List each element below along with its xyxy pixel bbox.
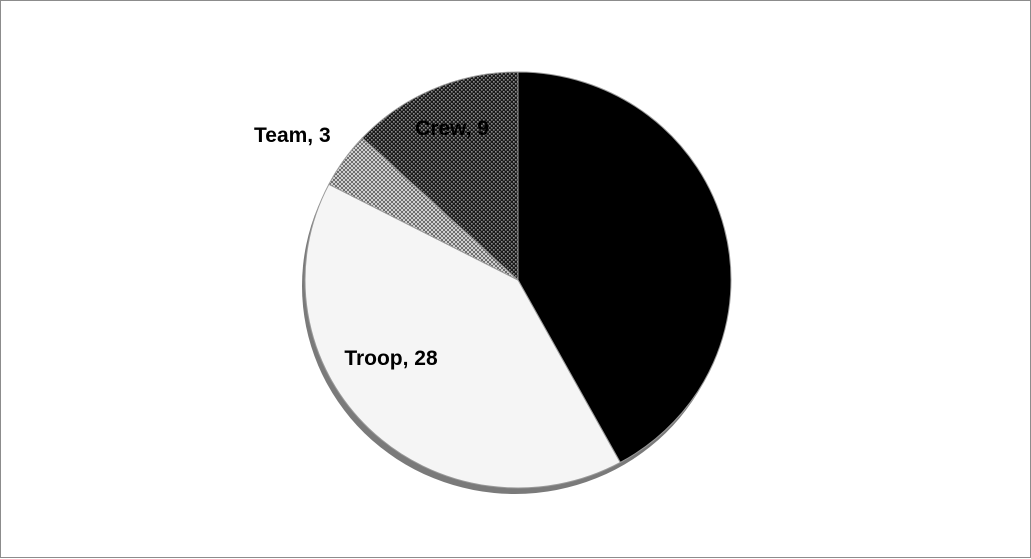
pie-label-team: Team, 3 xyxy=(254,124,331,147)
pie-slice-crew xyxy=(361,71,519,282)
pie-slice-pack xyxy=(517,71,732,464)
pie-slice-troop xyxy=(304,183,621,489)
pie-label-crew: Crew, 9 xyxy=(415,117,489,140)
pie-slices xyxy=(304,71,732,489)
pie-label-troop: Troop, 28 xyxy=(344,347,438,370)
pie-label-pack: Pack, 29 xyxy=(619,219,703,242)
pie-labels: Pack, 29 Troop, 28 Team, 3 Crew, 9 xyxy=(254,117,703,370)
